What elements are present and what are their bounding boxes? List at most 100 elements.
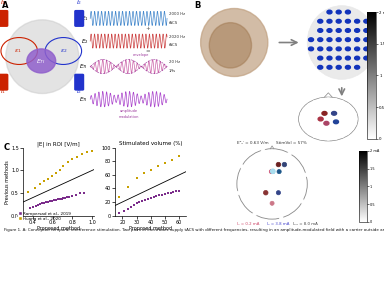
Circle shape: [245, 201, 248, 205]
Circle shape: [326, 138, 330, 140]
Circle shape: [364, 19, 369, 23]
Text: Eᴿₒᴵ = 0.63 V/m: Eᴿₒᴵ = 0.63 V/m: [237, 141, 268, 145]
Point: [58, 197, 65, 201]
Circle shape: [319, 103, 323, 105]
Point: [35, 202, 41, 207]
Circle shape: [303, 128, 307, 130]
Circle shape: [283, 182, 286, 186]
Circle shape: [327, 38, 332, 42]
Circle shape: [277, 169, 281, 174]
Point: [170, 189, 177, 194]
Circle shape: [334, 103, 338, 105]
Circle shape: [289, 156, 293, 160]
Circle shape: [296, 182, 300, 186]
Circle shape: [294, 172, 298, 176]
Circle shape: [350, 128, 354, 130]
Text: envelope: envelope: [132, 53, 149, 57]
Circle shape: [271, 169, 275, 174]
Circle shape: [279, 173, 283, 177]
Text: Iₜₒₜ = 8.0 mA: Iₜₒₜ = 8.0 mA: [293, 222, 318, 226]
Text: $E_1$: $E_1$: [81, 14, 88, 23]
Point: [162, 161, 168, 166]
Point: [53, 170, 59, 175]
Circle shape: [280, 152, 284, 156]
Circle shape: [326, 102, 330, 104]
Circle shape: [319, 133, 323, 136]
Circle shape: [345, 126, 349, 128]
Circle shape: [353, 123, 356, 126]
Circle shape: [340, 135, 344, 138]
Circle shape: [240, 192, 244, 196]
Circle shape: [313, 100, 317, 103]
Circle shape: [326, 98, 330, 100]
Circle shape: [276, 182, 280, 186]
Text: StimVol = 57%: StimVol = 57%: [276, 141, 306, 145]
Circle shape: [253, 172, 257, 176]
Circle shape: [318, 19, 323, 23]
Circle shape: [260, 199, 264, 203]
Circle shape: [251, 182, 255, 186]
Point: [116, 210, 122, 215]
Circle shape: [340, 105, 344, 108]
Circle shape: [270, 201, 274, 205]
Circle shape: [326, 110, 330, 112]
Text: B: B: [194, 2, 200, 10]
Title: |E| in ROI [V/m]: |E| in ROI [V/m]: [37, 141, 80, 147]
Point: [141, 170, 147, 175]
Point: [136, 200, 142, 205]
Circle shape: [350, 107, 354, 111]
Circle shape: [326, 106, 330, 108]
Point: [41, 179, 47, 184]
Circle shape: [296, 163, 300, 167]
Circle shape: [270, 170, 274, 173]
Text: $I_1$: $I_1$: [0, 0, 7, 7]
Circle shape: [326, 126, 330, 128]
Circle shape: [318, 56, 323, 60]
Circle shape: [346, 66, 350, 69]
Circle shape: [305, 115, 309, 118]
Point: [39, 201, 45, 206]
Circle shape: [300, 123, 304, 126]
Circle shape: [331, 111, 336, 115]
Circle shape: [355, 47, 359, 51]
Point: [53, 197, 59, 202]
Circle shape: [307, 103, 311, 106]
Circle shape: [289, 208, 293, 212]
Point: [62, 195, 68, 200]
Point: [121, 209, 127, 213]
Point: [142, 197, 148, 202]
Text: modulation: modulation: [118, 115, 139, 119]
Circle shape: [345, 110, 349, 112]
Circle shape: [336, 122, 339, 124]
Circle shape: [333, 98, 337, 101]
Circle shape: [336, 29, 341, 32]
Circle shape: [288, 200, 292, 204]
Text: =: =: [146, 49, 150, 54]
Point: [79, 152, 85, 157]
Y-axis label: Previous methods: Previous methods: [5, 160, 10, 204]
Circle shape: [364, 47, 369, 51]
Circle shape: [260, 206, 264, 210]
Point: [165, 191, 171, 196]
Circle shape: [318, 107, 322, 110]
Circle shape: [271, 169, 275, 173]
Text: Figure 1. A: Concept of temporal interference stimulation. Two pairs of electrod: Figure 1. A: Concept of temporal interfe…: [4, 228, 384, 232]
Circle shape: [341, 124, 344, 126]
Circle shape: [334, 107, 338, 110]
FancyBboxPatch shape: [0, 74, 8, 90]
Circle shape: [319, 98, 323, 101]
Circle shape: [280, 199, 284, 203]
Circle shape: [318, 117, 323, 121]
Point: [81, 190, 87, 195]
Circle shape: [333, 120, 339, 124]
Circle shape: [262, 173, 265, 177]
Point: [167, 190, 174, 195]
Text: $E_{TI}$: $E_{TI}$: [79, 62, 88, 71]
Point: [66, 194, 73, 199]
Circle shape: [309, 47, 314, 51]
Circle shape: [317, 114, 321, 116]
Circle shape: [270, 182, 274, 186]
Circle shape: [355, 56, 359, 60]
Circle shape: [304, 173, 308, 177]
Circle shape: [260, 158, 264, 162]
